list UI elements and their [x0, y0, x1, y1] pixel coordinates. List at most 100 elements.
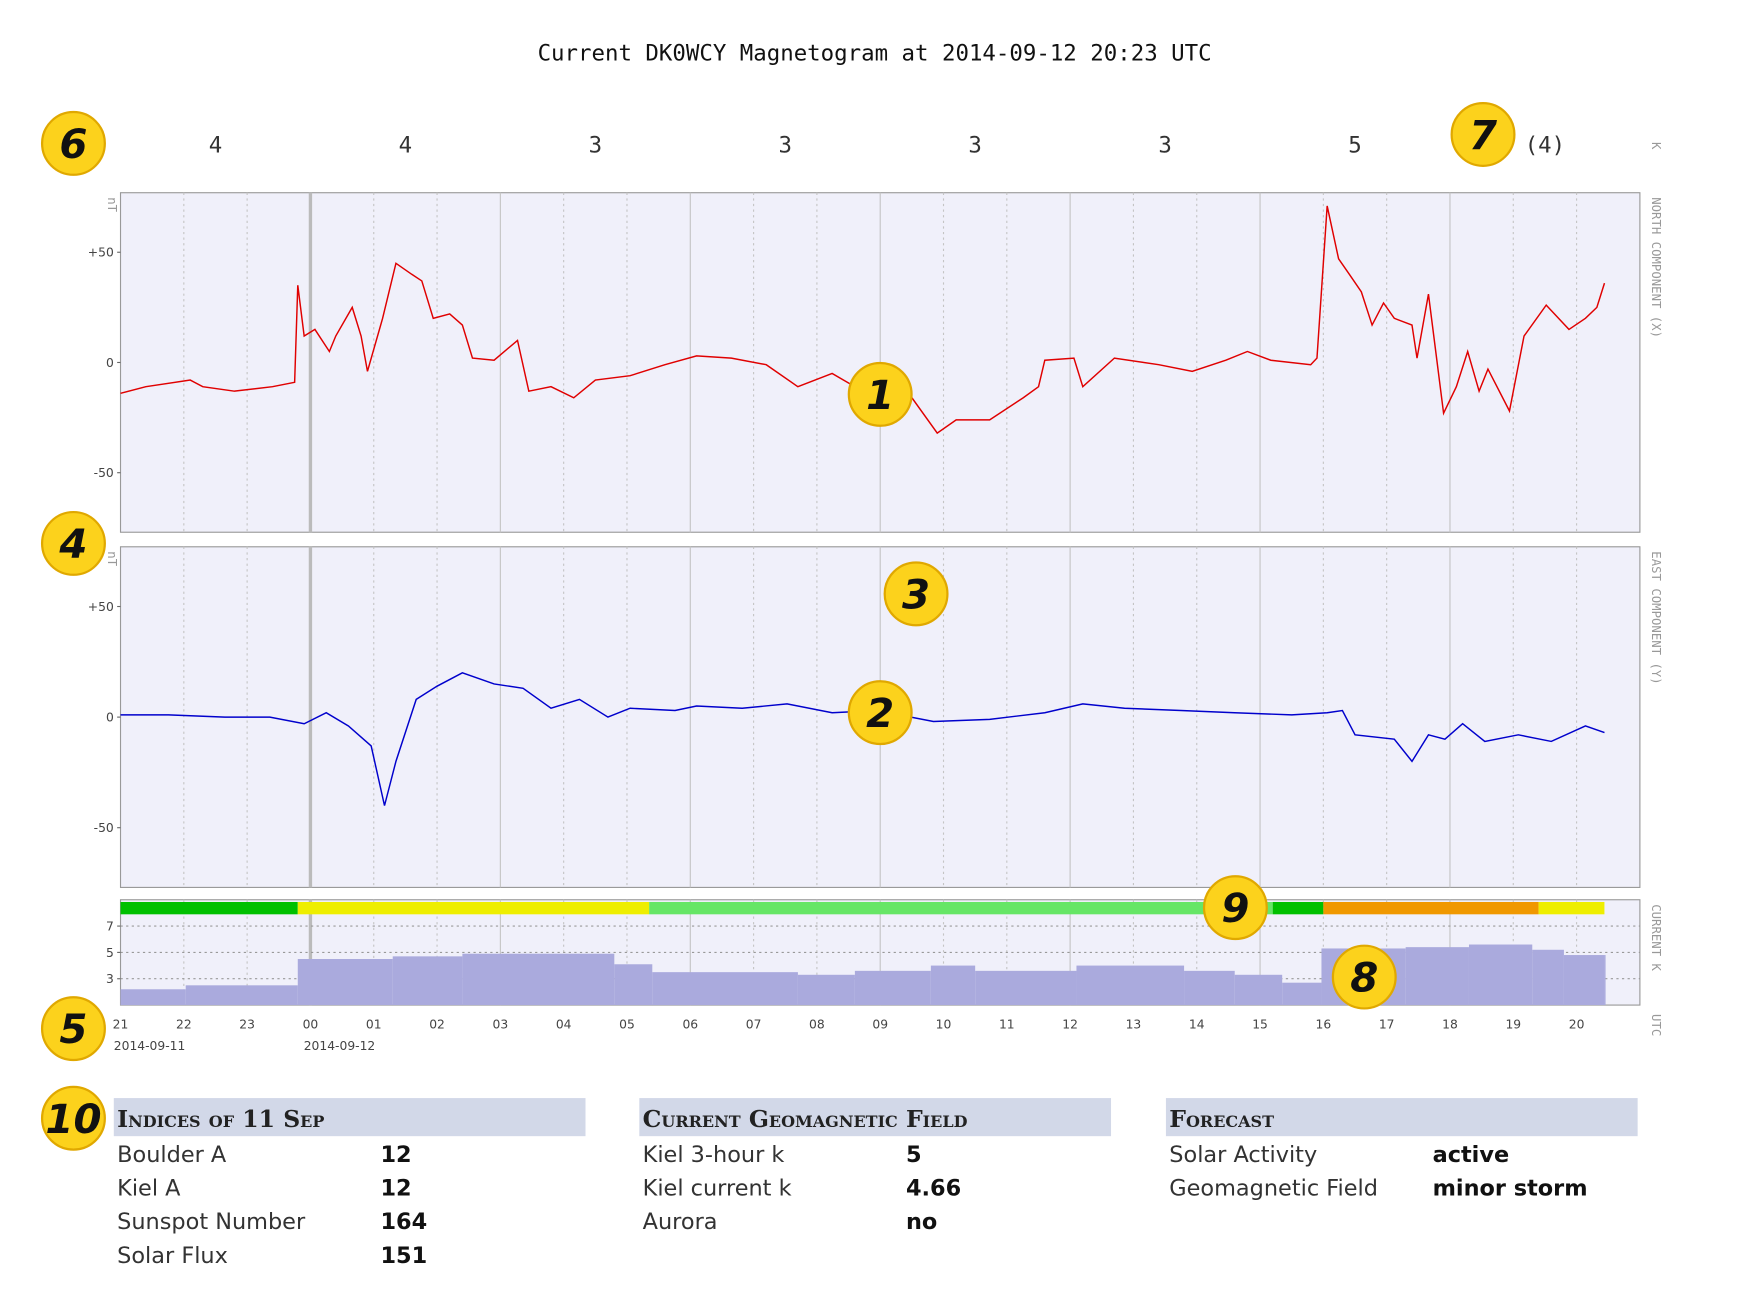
badge-number: 9 [1221, 885, 1249, 932]
badge-circle [883, 561, 949, 627]
x-tick-label: 00 [303, 1018, 319, 1032]
row-label: Geomagnetic Field [1169, 1176, 1378, 1202]
x-tick-label: 19 [1505, 1018, 1521, 1032]
y-tick-label: +50 [88, 246, 114, 260]
data-line [120, 672, 1605, 806]
k-step [614, 964, 653, 1006]
x-tick-label: 10 [936, 1018, 952, 1032]
k-step [975, 970, 1077, 1006]
badge-number: 2 [866, 690, 894, 737]
row-value: minor storm [1433, 1176, 1588, 1202]
table-title: Forecast [1169, 1105, 1274, 1133]
badge-circle [40, 110, 106, 176]
table-header-bg [639, 1098, 1112, 1137]
y-tick-label: 0 [106, 356, 114, 370]
x-unit: UTC [1649, 1014, 1663, 1036]
x-tick-label: 03 [493, 1018, 509, 1032]
k-step [1234, 974, 1283, 1006]
status-segment [649, 901, 1273, 915]
badge-number: 7 [1469, 112, 1497, 159]
badge-circle [847, 680, 913, 746]
badge-circle [1450, 101, 1516, 167]
badge-circle [1202, 875, 1268, 941]
table-title: Current Geomagnetic Field [643, 1105, 968, 1133]
k-index: 4 [399, 132, 412, 158]
k-step [854, 970, 931, 1006]
k-step [652, 972, 798, 1006]
page-title: Current DK0WCY Magnetogram at 2014-09-12… [538, 41, 1212, 67]
badge-number: 8 [1350, 955, 1378, 1002]
x-tick-label: 13 [1126, 1018, 1142, 1032]
x-tick-label: 11 [999, 1018, 1015, 1032]
y-tick-label: 0 [106, 711, 114, 725]
x-date-label: 2014-09-11 [114, 1039, 186, 1053]
y-tick-label: +50 [88, 600, 114, 614]
row-label: Kiel current k [643, 1176, 792, 1202]
k-index: 5 [1348, 132, 1361, 158]
k-index: (4) [1525, 132, 1565, 158]
x-tick-label: 02 [429, 1018, 445, 1032]
row-label: Solar Flux [117, 1243, 228, 1269]
k-step [185, 985, 298, 1006]
k-step [1468, 944, 1533, 1006]
y-tick-label: -50 [94, 821, 114, 835]
x-tick-label: 15 [1252, 1018, 1268, 1032]
x-tick-label: 08 [809, 1018, 825, 1032]
x-tick-label: 22 [176, 1018, 192, 1032]
k-label: K [1649, 142, 1663, 150]
row-value: 164 [380, 1209, 427, 1235]
status-segment [1272, 901, 1324, 915]
x-tick-label: 17 [1379, 1018, 1395, 1032]
row-value: 12 [380, 1142, 411, 1168]
table-title: Indices of 11 Sep [117, 1105, 324, 1133]
badge-circle [40, 510, 106, 576]
k-index: 3 [779, 132, 792, 158]
table-header-bg [1165, 1098, 1638, 1137]
k-step [1405, 947, 1469, 1006]
k-step [1563, 955, 1605, 1006]
x-tick-label: 01 [366, 1018, 382, 1032]
x-tick-label: 23 [239, 1018, 255, 1032]
k-step [797, 974, 855, 1006]
panel-label: CURRENT K [1649, 904, 1663, 971]
x-tick-label: 09 [872, 1018, 888, 1032]
status-segment [1538, 901, 1605, 915]
x-date-label: 2014-09-12 [304, 1039, 376, 1053]
badge-circle [1331, 944, 1397, 1010]
x-tick-label: 04 [556, 1018, 572, 1032]
x-tick-label: 12 [1062, 1018, 1078, 1032]
x-tick-label: 07 [746, 1018, 762, 1032]
badge-number: 6 [59, 121, 87, 168]
badge-circle [40, 996, 106, 1062]
x-tick-label: 21 [113, 1018, 129, 1032]
row-value: 4.66 [906, 1176, 961, 1202]
x-tick-label: 20 [1569, 1018, 1585, 1032]
table-header-bg [113, 1098, 586, 1137]
k-step [1604, 955, 1606, 1006]
row-value: 5 [906, 1142, 922, 1168]
k-step [462, 953, 615, 1006]
k-index: 4 [209, 132, 222, 158]
row-label: Kiel A [117, 1176, 181, 1202]
row-value: active [1433, 1142, 1510, 1168]
k-step [1184, 970, 1235, 1006]
k-index: 3 [1158, 132, 1171, 158]
k-step [1282, 982, 1322, 1006]
k-index: 3 [968, 132, 981, 158]
badge-number: 5 [59, 1006, 87, 1053]
badge-number: 1 [866, 372, 894, 419]
x-tick-label: 14 [1189, 1018, 1205, 1032]
panel-label: EAST COMPONENT (Y) [1649, 551, 1663, 684]
row-value: 12 [380, 1176, 411, 1202]
y-tick-label: -50 [94, 466, 114, 480]
status-segment [120, 901, 298, 915]
k-step [1076, 965, 1185, 1006]
badge-circle [847, 361, 913, 427]
row-label: Sunspot Number [117, 1209, 306, 1235]
y-tick-label: 7 [106, 920, 114, 934]
badge-circle [40, 1085, 106, 1151]
x-tick-label: 16 [1316, 1018, 1332, 1032]
row-value: no [906, 1209, 937, 1235]
badge-number: 3 [902, 571, 930, 618]
